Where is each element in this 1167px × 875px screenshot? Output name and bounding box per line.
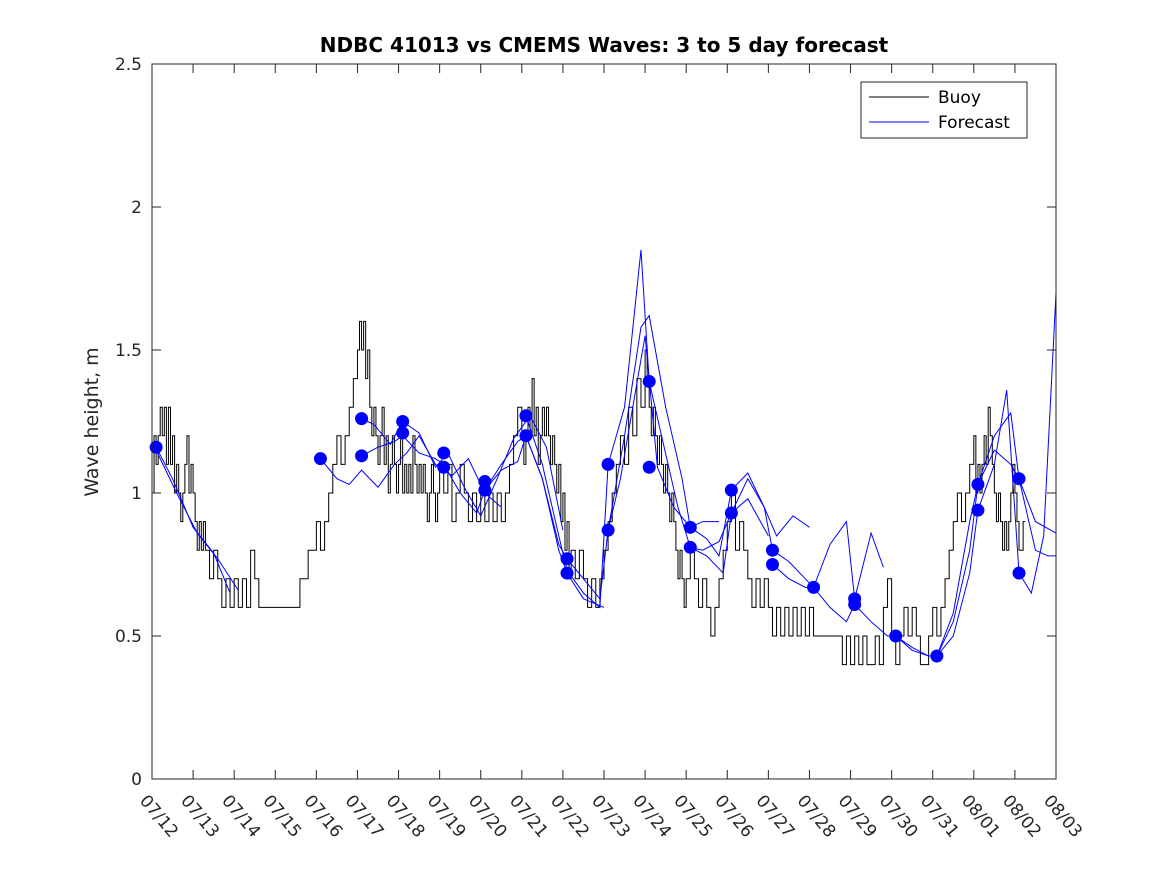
forecast-run-line <box>155 449 239 591</box>
legend-forecast-label: Forecast <box>938 113 1010 133</box>
y-tick-label: 0 <box>131 770 142 790</box>
x-tick-label: 07/12 <box>135 791 182 841</box>
x-tick-label: 07/27 <box>752 791 799 841</box>
forecast-run-line <box>361 414 564 531</box>
forecast-marker <box>1012 472 1026 486</box>
x-tick-label: 07/17 <box>341 791 388 841</box>
legend-buoy-label: Buoy <box>938 88 981 108</box>
forecast-run-line <box>484 314 720 601</box>
forecast-marker <box>807 580 821 594</box>
forecast-marker <box>848 598 862 612</box>
forecast-run-line <box>155 447 231 594</box>
forecast-marker <box>601 457 615 471</box>
x-tick-label: 07/19 <box>423 791 470 841</box>
x-tick-label: 07/26 <box>710 791 757 841</box>
forecast-marker <box>519 409 533 423</box>
x-tick-label: 07/14 <box>217 791 264 841</box>
legend: Buoy Forecast <box>860 81 1028 139</box>
forecast-marker <box>642 374 656 388</box>
forecast-marker <box>355 449 369 463</box>
forecast-marker <box>765 558 779 571</box>
axes-box <box>151 63 1057 780</box>
y-tick-label: 1.5 <box>115 341 142 361</box>
forecast-marker <box>930 649 944 663</box>
x-tick-label: 07/16 <box>300 791 347 841</box>
x-tick-label: 07/23 <box>587 791 634 841</box>
forecast-marker <box>765 543 779 557</box>
x-tick-label: 07/28 <box>793 791 840 841</box>
x-tick-label: 07/29 <box>834 791 881 841</box>
forecast-marker <box>971 503 985 517</box>
forecast-run-line <box>690 477 884 599</box>
x-tick-label: 07/20 <box>464 791 511 841</box>
x-tick-label: 07/30 <box>875 791 922 841</box>
forecast-run-line <box>936 449 1056 657</box>
x-tick-label: 07/22 <box>546 791 593 841</box>
forecast-run-line <box>772 411 1057 657</box>
x-tick-label: 07/25 <box>669 791 716 841</box>
forecast-marker <box>313 452 327 466</box>
y-tick-label: 1 <box>131 484 142 504</box>
forecast-marker <box>683 540 697 554</box>
forecast-run-line <box>607 335 810 558</box>
forecast-marker <box>724 483 738 497</box>
x-tick-label: 07/13 <box>176 791 223 841</box>
legend-box <box>860 81 1028 139</box>
y-axis-title: Wave height, m <box>81 347 103 496</box>
x-ticks: 07/1207/1307/1407/1507/1607/1707/1807/19… <box>135 64 1086 842</box>
buoy-series-line <box>152 320 1026 666</box>
x-tick-label: 08/02 <box>998 791 1045 841</box>
forecast-marker <box>971 477 985 491</box>
forecast-marker <box>1012 566 1026 580</box>
chart-title: NDBC 41013 vs CMEMS Waves: 3 to 5 day fo… <box>320 33 889 57</box>
forecast-marker <box>601 523 615 537</box>
forecast-marker <box>396 426 410 440</box>
x-tick-label: 07/24 <box>628 791 675 841</box>
x-tick-label: 07/15 <box>258 791 305 841</box>
forecast-marker <box>396 415 410 428</box>
forecast-run-line <box>320 434 502 508</box>
forecast-marker <box>560 552 574 566</box>
forecast-run-line <box>525 249 769 609</box>
forecast-marker <box>642 460 656 474</box>
forecast-marker <box>889 629 903 643</box>
forecast-marker <box>437 446 451 460</box>
y-tick-label: 2.5 <box>115 55 142 75</box>
x-tick-label: 07/31 <box>916 791 963 841</box>
y-tick-label: 0.5 <box>115 627 142 647</box>
y-ticks: 0 0.5 1 1.5 2 2.5 <box>115 55 1056 790</box>
forecast-marker <box>478 483 492 497</box>
x-tick-label: 08/01 <box>957 791 1004 841</box>
forecast-marker <box>724 506 738 520</box>
forecast-marker <box>355 412 369 426</box>
x-tick-label: 07/21 <box>505 791 552 841</box>
x-tick-label: 08/03 <box>1039 791 1086 841</box>
forecast-marker <box>560 566 574 580</box>
plot-area <box>149 249 1057 666</box>
forecast-marker <box>437 460 451 474</box>
forecast-marker <box>149 440 163 454</box>
x-tick-label: 07/18 <box>382 791 429 841</box>
y-tick-label: 2 <box>131 198 142 218</box>
forecast-marker <box>683 520 697 534</box>
forecast-marker <box>519 429 533 443</box>
